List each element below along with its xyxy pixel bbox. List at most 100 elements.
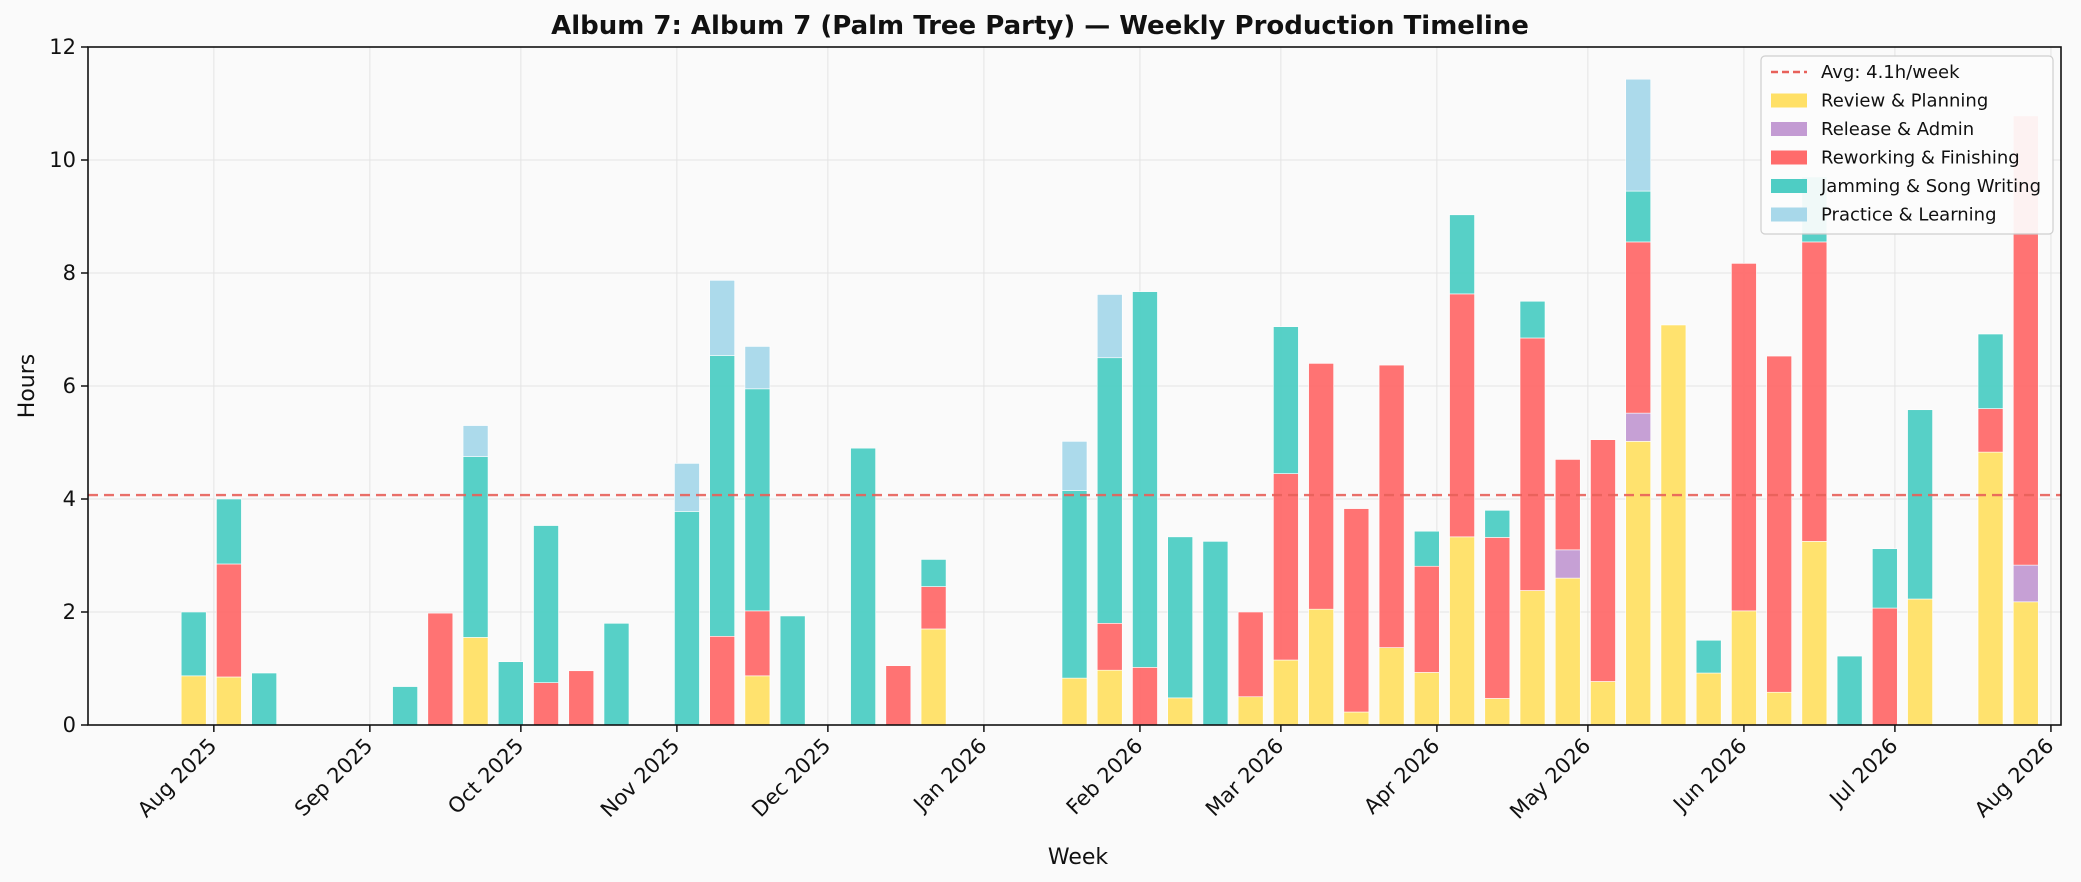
y-tick-label: 4 [63,487,76,511]
bar-review-planning [1167,697,1193,726]
legend-swatch-review-planning [1771,93,1807,108]
bar-practice-learning [1096,294,1123,359]
chart-title: Album 7: Album 7 (Palm Tree Party) — Wee… [551,11,1529,41]
legend-swatch-release-admin [1771,122,1807,136]
bar-jamming-song-writing [1836,655,1863,726]
y-axis: 0 2 4 6 8 10 12 [49,35,88,737]
bar-jamming-song-writing [920,559,947,587]
bar-review-planning [2012,601,2039,726]
bar-review-planning [180,675,207,726]
bar-review-planning [920,628,947,726]
legend-label-practice-learning: Practice & Learning [1821,205,1997,226]
legend-swatch-jamming-song-writing [1771,179,1807,193]
legend-label-review-planning: Review & Planning [1821,91,1988,112]
bar-jamming-song-writing [1484,509,1511,538]
legend: Avg: 4.1h/week Review & Planning Release &… [1760,55,2054,235]
bar-review-planning [1977,451,2004,726]
bar-reworking-finishing [216,563,242,678]
bar-review-planning [1625,441,1652,726]
bar-review-planning [1449,536,1475,726]
bar-review-planning [1801,541,1828,726]
bar-reworking-finishing [1625,241,1652,414]
legend-box [1760,55,2054,235]
bar-reworking-finishing [1519,337,1546,591]
bar-reworking-finishing [1378,364,1405,648]
x-axis-label: Week [1048,845,1109,870]
bar-reworking-finishing [1554,459,1581,551]
bar-review-planning [216,676,242,726]
bar-reworking-finishing [920,586,947,630]
bar-practice-learning [1061,441,1088,491]
bar-review-planning [1096,669,1123,726]
bar-jamming-song-writing [1273,326,1299,474]
bar-review-planning [1378,647,1405,726]
bar-reworking-finishing [1132,667,1158,726]
bar-jamming-song-writing [1096,357,1123,624]
bar-reworking-finishing [568,670,595,726]
bar-review-planning [1484,698,1511,726]
y-tick-label: 6 [63,374,76,398]
bar-practice-learning [1625,78,1652,192]
bar-review-planning [1308,608,1334,726]
y-tick-label: 8 [63,261,76,285]
bar-jamming-song-writing [1414,530,1440,567]
bar-review-planning [1237,696,1264,726]
bar-jamming-song-writing [533,525,559,683]
bar-reworking-finishing [1273,473,1299,661]
bar-reworking-finishing [1731,263,1757,612]
bar-reworking-finishing [1801,241,1828,542]
bar-jamming-song-writing [850,447,876,726]
y-tick-label: 12 [49,35,76,59]
bar-review-planning [1273,659,1299,726]
bar-reworking-finishing [1872,607,1898,726]
legend-label-release-admin: Release & Admin [1821,119,1974,140]
bar-reworking-finishing [1449,293,1475,538]
bar-jamming-song-writing [497,661,524,726]
bar-jamming-song-writing [1695,639,1722,674]
legend-label-jamming-song-writing: Jamming & Song Writing [1820,176,2041,197]
bar-release-admin [1625,412,1652,442]
y-tick-label: 10 [49,148,76,172]
bar-reworking-finishing [1766,355,1792,693]
bar-review-planning [1590,681,1616,726]
legend-label-reworking-finishing: Reworking & Finishing [1821,148,2020,169]
bar-practice-learning [462,425,489,457]
bar-jamming-song-writing [744,388,771,612]
legend-swatch-practice-learning [1771,207,1807,222]
bar-jamming-song-writing [180,611,207,677]
bar-jamming-song-writing [1907,409,1933,600]
bar-jamming-song-writing [1202,541,1229,726]
bar-jamming-song-writing [1872,548,1898,609]
bar-reworking-finishing [1096,622,1123,671]
bar-jamming-song-writing [1519,300,1546,339]
bar-stacks [180,78,2039,726]
bar-jamming-song-writing [1977,333,2004,409]
bar-practice-learning [744,346,771,390]
bar-reworking-finishing [744,610,771,677]
bar-jamming-song-writing [674,511,700,726]
bar-reworking-finishing [1414,565,1440,673]
bar-review-planning [1343,711,1370,726]
y-tick-label: 0 [63,713,76,737]
bar-jamming-song-writing [216,498,242,565]
bar-reworking-finishing [1484,537,1511,699]
bar-review-planning [1414,672,1440,726]
bar-review-planning [1519,590,1546,726]
bar-jamming-song-writing [603,622,630,726]
bar-jamming-song-writing [251,672,277,726]
bar-review-planning [1766,691,1792,726]
bar-practice-learning [674,463,700,512]
bar-jamming-song-writing [1449,214,1475,295]
legend-swatch-reworking-finishing [1771,150,1807,165]
y-axis-label: Hours [15,354,40,418]
bar-reworking-finishing [533,682,559,726]
bar-review-planning [744,675,771,726]
bar-reworking-finishing [1343,508,1370,713]
y-tick-label: 2 [63,600,76,624]
bar-reworking-finishing [1590,439,1616,682]
bar-reworking-finishing [885,665,912,726]
bar-review-planning [1731,610,1757,726]
bar-jamming-song-writing [1061,490,1088,679]
bar-jamming-song-writing [1167,536,1193,699]
